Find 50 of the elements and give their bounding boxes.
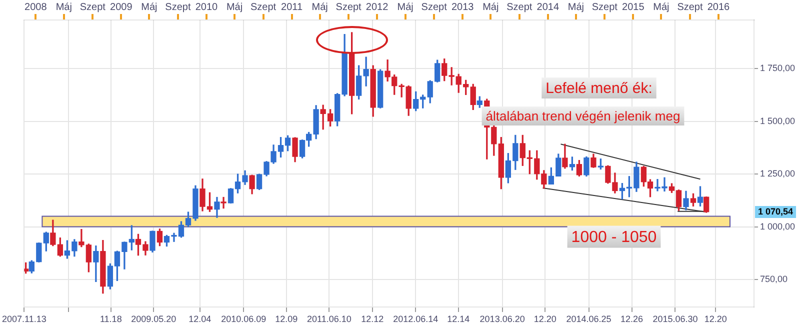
x2-tick-label: Máj: [56, 2, 72, 13]
text: 1 070,54: [758, 206, 794, 216]
x2-tick-label: 2009: [110, 2, 133, 13]
x2-tick-label: 2011: [281, 2, 303, 13]
x-tick-label: 11.18: [100, 314, 122, 324]
x2-tick-label: Máj: [568, 2, 584, 13]
x-tick-label: 12.04: [188, 314, 212, 324]
x2-tick-label: Szept: [677, 2, 703, 13]
y-tick-label: 1 750,00: [760, 63, 796, 74]
y-tick-label: 1 000,00: [760, 221, 796, 232]
x2-tick-label: Máj: [653, 2, 670, 13]
x-tick-label: 12.12: [361, 314, 384, 324]
x2-tick-label: 2015: [622, 2, 645, 13]
y-tick-label: 750,00: [760, 274, 788, 284]
x2-tick-label: Máj: [482, 2, 499, 13]
x2-tick-label: 2012: [366, 2, 389, 13]
x-tick-label: 12.26: [620, 314, 644, 324]
x2-tick-label: Szept: [80, 2, 106, 13]
x-tick-label: 2012.06.14: [393, 314, 438, 324]
x-tick-label: 12.20: [534, 314, 556, 324]
x-tick-label: 2010.06.09: [221, 314, 266, 324]
x2-tick-label: Máj: [397, 2, 414, 13]
x2-tick-label: Szept: [250, 2, 276, 13]
x-tick-label: 12.14: [447, 314, 470, 324]
x-tick-label: 12.09: [275, 314, 298, 324]
x-tick-label: 2009.05.20: [131, 314, 176, 324]
annotation: általában trend végén jelenik meg: [486, 108, 680, 124]
x2-tick-label: Szept: [506, 2, 532, 13]
x-tick-label: 2011.06.10: [306, 314, 352, 324]
x2-tick-label: 2014: [536, 2, 560, 13]
x2-tick-label: Máj: [141, 2, 158, 13]
x2-tick-label: 2008: [24, 2, 48, 13]
x-tick-label: 2013.06.20: [480, 314, 525, 324]
x2-tick-label: Szept: [592, 2, 618, 13]
x2-tick-label: 2013: [451, 2, 474, 13]
y-tick-label: 1 250,00: [760, 168, 796, 179]
x-tick-label: 2007.11.13: [2, 314, 46, 324]
x-tick-label: 12.20: [704, 314, 727, 324]
x2-tick-label: Máj: [312, 2, 328, 13]
x-tick-label: 2015.06.30: [652, 314, 698, 324]
x2-tick-label: Szept: [165, 2, 191, 13]
x2-tick-label: Máj: [226, 2, 243, 13]
annotation: Lefelé menő ék:: [546, 80, 652, 98]
x2-tick-label: Szept: [421, 2, 448, 13]
band-label: 1000 - 1050: [571, 229, 657, 246]
x2-tick-label: 2010: [195, 2, 218, 13]
x2-tick-label: 2016: [707, 2, 730, 13]
y-tick-label: 1 500,00: [760, 116, 796, 126]
x2-tick-label: Szept: [336, 2, 362, 13]
x-tick-label: 2014.06.25: [566, 314, 612, 324]
